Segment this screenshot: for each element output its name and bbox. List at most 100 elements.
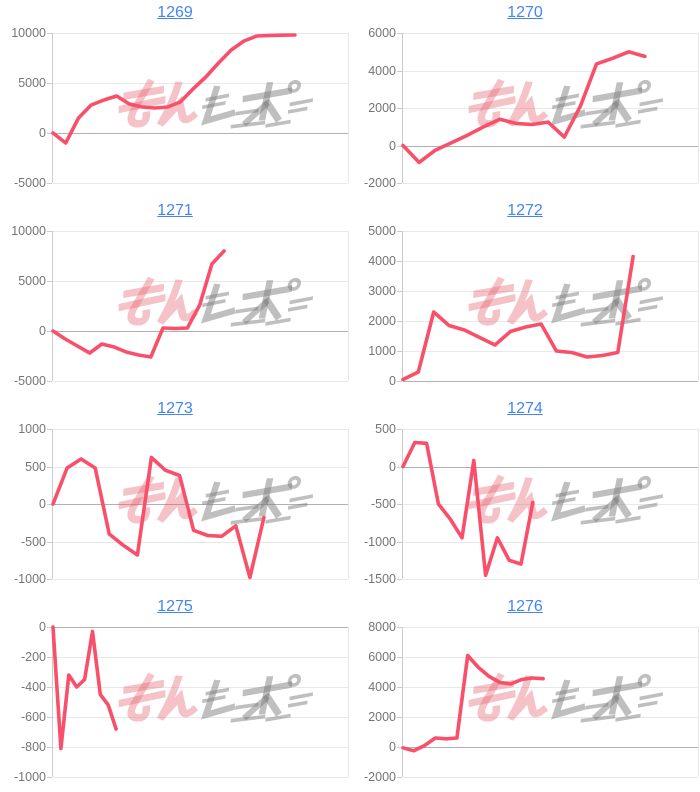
gridline xyxy=(403,183,698,184)
y-axis-tick-mark xyxy=(47,541,52,543)
chart-cell-1276: 1276 xyxy=(350,594,700,792)
y-axis-label: 1000 xyxy=(368,344,396,358)
chart-title-link-1270[interactable]: 1270 xyxy=(507,4,543,21)
y-axis-tick-mark xyxy=(397,657,402,658)
y-axis-tick-mark xyxy=(397,351,402,352)
watermark-gray-glyphs xyxy=(201,79,313,129)
y-axis-tick-mark xyxy=(47,627,52,628)
y-axis-tick-mark xyxy=(47,381,52,382)
watermark-gray-glyphs xyxy=(551,673,663,723)
plot-area xyxy=(51,231,349,382)
y-axis-label: -5000 xyxy=(14,374,46,388)
gridline xyxy=(403,657,698,658)
chart-title-row: 1270 xyxy=(350,2,700,24)
chart-title-row: 1275 xyxy=(0,596,350,618)
y-axis-label: 0 xyxy=(39,620,46,634)
y-axis-label: 5000 xyxy=(18,274,46,288)
chart-title-link-1273[interactable]: 1273 xyxy=(157,400,193,417)
y-axis-label: 0 xyxy=(389,138,396,153)
y-axis-label: 5000 xyxy=(368,224,396,238)
line-series xyxy=(401,49,647,165)
zero-gridline xyxy=(53,627,348,628)
gridline xyxy=(53,281,348,282)
gridline xyxy=(403,321,698,322)
y-axis-tick-mark xyxy=(47,777,52,778)
y-axis-label: 6000 xyxy=(368,26,396,40)
gridline xyxy=(403,108,698,109)
data-line xyxy=(401,254,635,382)
gridline xyxy=(403,33,698,34)
watermark-pink-glyphs xyxy=(118,672,199,722)
y-axis-label: 4000 xyxy=(368,680,396,694)
y-axis-label: 0 xyxy=(389,459,396,474)
watermark-gray-glyphs xyxy=(551,475,663,525)
y-axis-tick-mark xyxy=(47,747,52,748)
chart-title-link-1276[interactable]: 1276 xyxy=(507,598,543,615)
chart-title-link-1271[interactable]: 1271 xyxy=(157,202,193,219)
gridline xyxy=(53,579,348,580)
y-axis-tick-mark xyxy=(47,579,52,580)
gridline xyxy=(403,777,698,778)
plot-area xyxy=(51,429,349,580)
y-axis-tick-mark xyxy=(47,231,52,232)
gridline xyxy=(53,231,348,232)
gridline xyxy=(403,687,698,688)
y-axis-label: 500 xyxy=(375,422,396,436)
y-axis-tick-mark xyxy=(397,231,402,232)
plot-area xyxy=(401,627,699,778)
gridline xyxy=(403,717,698,718)
y-axis-label: 0 xyxy=(389,374,396,388)
y-axis-label: 2000 xyxy=(368,101,396,115)
y-axis-label: 0 xyxy=(389,740,396,754)
minrepo-watermark-logo xyxy=(468,672,663,723)
line-series xyxy=(51,249,226,359)
data-line xyxy=(51,625,118,751)
data-line xyxy=(51,33,297,145)
y-axis-tick-mark xyxy=(397,291,402,292)
y-axis-label: -400 xyxy=(20,680,46,694)
zero-gridline xyxy=(403,747,698,748)
watermark-pink-glyphs xyxy=(468,276,549,326)
gridline xyxy=(403,70,698,72)
y-axis-tick-mark xyxy=(47,504,52,505)
gridline xyxy=(53,717,348,718)
y-axis-tick-mark xyxy=(397,33,402,34)
chart-cell-1274: 1274 xyxy=(350,396,700,594)
chart-title-row: 1271 xyxy=(0,200,350,222)
gridline xyxy=(53,541,348,543)
y-axis-tick-mark xyxy=(397,321,402,322)
y-axis-tick-mark xyxy=(397,504,402,505)
watermark-pink-glyphs xyxy=(118,276,199,326)
line-series xyxy=(51,33,297,145)
data-line xyxy=(401,653,545,753)
y-axis-label: 8000 xyxy=(368,620,396,634)
plot-area xyxy=(401,33,699,184)
zero-gridline xyxy=(403,145,698,147)
y-axis-tick-mark xyxy=(397,466,402,468)
chart-title-link-1274[interactable]: 1274 xyxy=(507,400,543,417)
y-axis-label: 4000 xyxy=(368,254,396,268)
minrepo-watermark-logo xyxy=(118,78,313,129)
line-series xyxy=(401,440,535,578)
chart-title-link-1275[interactable]: 1275 xyxy=(157,598,193,615)
gridline xyxy=(403,504,698,505)
chart-cell-1270: 1270 xyxy=(350,0,700,198)
minrepo-watermark-logo xyxy=(118,672,313,723)
y-axis-label: 10000 xyxy=(11,224,46,238)
plot-area xyxy=(51,625,349,778)
chart-title-link-1272[interactable]: 1272 xyxy=(507,202,543,219)
line-series xyxy=(401,653,545,753)
chart-title-row: 1272 xyxy=(350,200,700,222)
chart-title-link-1269[interactable]: 1269 xyxy=(157,4,193,21)
y-axis-tick-mark xyxy=(47,83,52,84)
y-axis-label: 6000 xyxy=(368,650,396,664)
watermark-gray-glyphs xyxy=(551,277,663,327)
y-axis-tick-mark xyxy=(47,133,52,134)
plot-area xyxy=(401,231,699,382)
y-axis-tick-mark xyxy=(47,717,52,718)
gridline xyxy=(53,466,348,468)
chart-cell-1273: 1273 xyxy=(0,396,350,594)
y-axis-tick-mark xyxy=(397,777,402,778)
y-axis-tick-mark xyxy=(397,541,402,543)
y-axis-tick-mark xyxy=(397,381,402,382)
